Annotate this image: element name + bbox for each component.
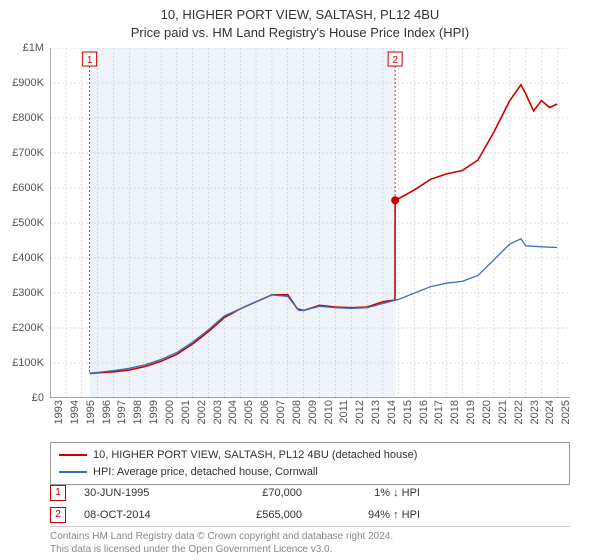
x-tick-label: 2009 (307, 400, 319, 424)
title-line-2: Price paid vs. HM Land Registry's House … (131, 25, 469, 40)
footer-line-1: Contains HM Land Registry data © Crown c… (50, 531, 393, 542)
chart-svg: 12 (50, 48, 570, 398)
x-tick-label: 2018 (449, 400, 461, 424)
legend-swatch-1 (59, 454, 87, 456)
legend-row-1: 10, HIGHER PORT VIEW, SALTASH, PL12 4BU … (59, 447, 561, 464)
x-tick-label: 2003 (212, 400, 224, 424)
x-tick-label: 2002 (196, 400, 208, 424)
footer: Contains HM Land Registry data © Crown c… (50, 526, 570, 556)
sale-hpi: 94% ↑ HPI (320, 509, 420, 521)
legend-label-2: HPI: Average price, detached house, Corn… (93, 464, 318, 481)
y-tick-label: £900K (12, 77, 44, 89)
x-tick-label: 1996 (101, 400, 113, 424)
x-tick-label: 2020 (481, 400, 493, 424)
y-tick-label: £0 (32, 392, 44, 404)
sale-hpi: 1% ↓ HPI (320, 487, 420, 499)
x-tick-label: 2012 (354, 400, 366, 424)
title-line-1: 10, HIGHER PORT VIEW, SALTASH, PL12 4BU (161, 7, 440, 22)
y-tick-label: £800K (12, 112, 44, 124)
sales-list: 1 30-JUN-1995 £70,000 1% ↓ HPI 2 08-OCT-2014 £… (50, 482, 570, 526)
y-tick-label: £1M (23, 42, 44, 54)
x-tick-label: 1998 (132, 400, 144, 424)
x-tick-label: 2025 (560, 400, 572, 424)
chart-plot-area: 12 (50, 48, 570, 398)
x-tick-label: 2004 (227, 400, 239, 424)
x-tick-label: 2006 (259, 400, 271, 424)
x-tick-label: 2017 (433, 400, 445, 424)
x-tick-label: 2024 (544, 400, 556, 424)
chart-title: 10, HIGHER PORT VIEW, SALTASH, PL12 4BU … (0, 0, 600, 42)
legend-label-1: 10, HIGHER PORT VIEW, SALTASH, PL12 4BU … (93, 447, 417, 464)
sale-row: 1 30-JUN-1995 £70,000 1% ↓ HPI (50, 482, 570, 504)
x-tick-label: 1999 (148, 400, 160, 424)
y-tick-label: £500K (12, 217, 44, 229)
sale-date: 30-JUN-1995 (84, 487, 194, 499)
x-tick-label: 2005 (243, 400, 255, 424)
x-tick-label: 1993 (53, 400, 65, 424)
x-tick-label: 2016 (418, 400, 430, 424)
x-tick-label: 2008 (291, 400, 303, 424)
x-tick-label: 1994 (69, 400, 81, 424)
sale-marker-icon: 1 (50, 485, 66, 501)
footer-line-2: This data is licensed under the Open Gov… (50, 544, 332, 555)
y-axis-labels: £0£100K£200K£300K£400K£500K£600K£700K£80… (0, 48, 48, 398)
svg-text:1: 1 (87, 55, 93, 66)
x-tick-label: 2021 (497, 400, 509, 424)
chart-container: 10, HIGHER PORT VIEW, SALTASH, PL12 4BU … (0, 0, 600, 560)
x-tick-label: 2019 (465, 400, 477, 424)
legend-row-2: HPI: Average price, detached house, Corn… (59, 464, 561, 481)
y-tick-label: £300K (12, 287, 44, 299)
x-tick-label: 2015 (402, 400, 414, 424)
x-tick-label: 2011 (338, 400, 350, 424)
legend-swatch-2 (59, 471, 87, 473)
x-tick-label: 2023 (529, 400, 541, 424)
y-tick-label: £600K (12, 182, 44, 194)
sale-marker-icon: 2 (50, 507, 66, 523)
sale-row: 2 08-OCT-2014 £565,000 94% ↑ HPI (50, 504, 570, 526)
x-tick-label: 2000 (164, 400, 176, 424)
x-tick-label: 2022 (513, 400, 525, 424)
x-tick-label: 2013 (370, 400, 382, 424)
sale-price: £565,000 (212, 509, 302, 521)
x-tick-label: 2001 (180, 400, 192, 424)
sale-date: 08-OCT-2014 (84, 509, 194, 521)
x-axis-labels: 1993 1994 1995 19961997 1998 1999 2000 2001 2002… (50, 400, 570, 440)
svg-text:2: 2 (392, 55, 398, 66)
y-tick-label: £100K (12, 357, 44, 369)
legend: 10, HIGHER PORT VIEW, SALTASH, PL12 4BU … (50, 442, 570, 485)
x-tick-label: 2007 (275, 400, 287, 424)
sale-price: £70,000 (212, 487, 302, 499)
x-tick-label: 2014 (386, 400, 398, 424)
x-tick-label: 1995 (85, 400, 97, 424)
y-tick-label: £700K (12, 147, 44, 159)
x-tick-label: 1997 (116, 400, 128, 424)
x-tick-label: 2010 (323, 400, 335, 424)
y-tick-label: £400K (12, 252, 44, 264)
y-tick-label: £200K (12, 322, 44, 334)
